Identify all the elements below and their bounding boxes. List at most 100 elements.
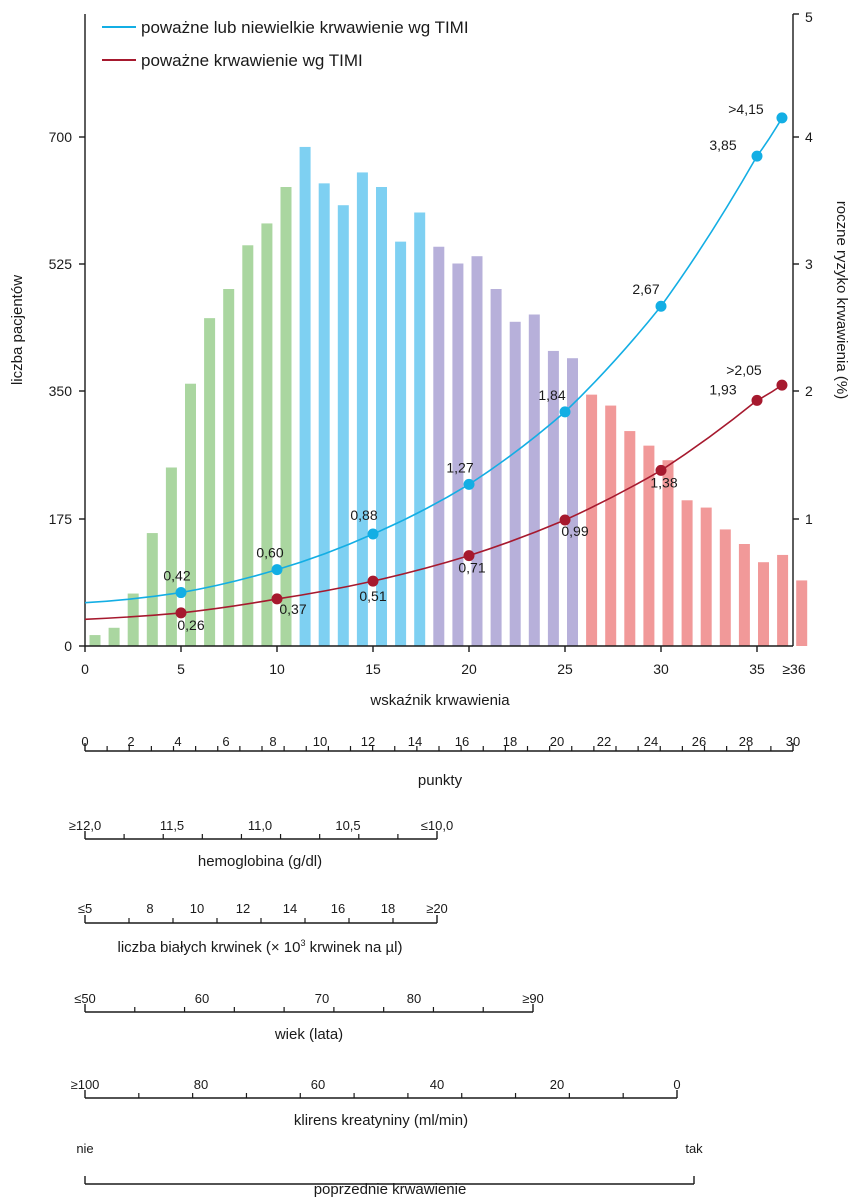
right-tick-label: 1 [805,511,813,527]
nomogram-scale-4: ≥100 80 60 40 20 0 klirens kreatyniny (ml/min) [71,1077,681,1129]
point-value-label: 3,85 [709,137,736,153]
risk-curves: 0,42 0,60 0,88 1,27 1,84 2,67 3,85 >4,15 0,26 0,3… [84,101,788,633]
histogram-bar [337,205,349,646]
scale-tick-label: ≤5 [78,901,92,916]
scale-tick-label: 16 [455,734,469,749]
histogram-bar [643,445,655,646]
scale-tick-label: 28 [739,734,753,749]
scale-tick-label: tak [685,1141,703,1156]
histogram-bar [204,318,216,646]
scale-tick-label: 10 [190,901,204,916]
scale-tick-label: ≤10,0 [421,818,453,833]
legend: poważne lub niewielkie krwawienie wg TIM… [102,18,469,70]
right-tick-label: 5 [805,9,813,25]
scale-tick-label: 18 [503,734,517,749]
histogram-bar [299,146,311,646]
scale-tick-label: 16 [331,901,345,916]
x-tick-label: 30 [653,661,669,677]
scale-tick-label: 60 [195,991,209,1006]
scale-tick-label: 18 [381,901,395,916]
scale-tick-label: 80 [194,1077,208,1092]
scale-title: punkty [418,772,463,789]
scale-tick-label: 20 [550,734,564,749]
histogram-bar [433,246,445,646]
legend-label-red: poważne krwawienie wg TIMI [141,51,363,70]
nomogram-scale-3: ≤50 60 70 80 ≥90 wiek (lata) [74,991,544,1043]
histogram-bar [700,507,712,646]
x-tick-label: 25 [557,661,573,677]
scale-tick-label: nie [76,1141,93,1156]
scale-tick-label: 70 [315,991,329,1006]
scale-title: hemoglobina (g/dl) [198,853,322,870]
curve-point [776,112,788,124]
curve-point [751,394,763,406]
scale-tick-label: 6 [222,734,229,749]
scale-title: wiek (lata) [274,1026,343,1043]
right-tick-label: 4 [805,129,813,145]
nomogram-scale-5: nie tak poprzednie krwawienie [76,1141,703,1197]
histogram-bar [89,635,101,646]
x-tick-label: 20 [461,661,477,677]
histogram-bar [777,554,789,646]
curve-point [559,514,571,526]
point-value-label: 1,84 [538,387,565,403]
left-tick-label: 0 [64,638,72,654]
scale-tick-label: 11,0 [248,818,272,833]
scale-title: liczba białych krwinek (× 103 krwinek na… [117,938,402,956]
x-tick-label: 10 [269,661,285,677]
scale-tick-label: 8 [146,901,153,916]
curve-point [175,587,187,599]
curve-point [751,150,763,162]
curve-point [655,300,667,312]
scale-title: klirens kreatyniny (ml/min) [294,1112,468,1129]
histogram-bar [471,256,483,646]
scale-tick-label: 80 [407,991,421,1006]
scale-tick-label: ≥20 [426,901,448,916]
histogram-bar [662,460,674,646]
histogram-bar [223,289,235,646]
scale-tick-label: 10 [313,734,327,749]
curve-point [367,528,379,540]
histogram-bar [146,533,158,646]
x-tick-label: 5 [177,661,185,677]
scale-tick-label: ≤50 [74,991,96,1006]
histogram-bar [624,431,636,646]
left-tick-label: 175 [49,511,73,527]
left-y-ticks: 0 175 350 525 700 [49,129,85,654]
scale-tick-label: 40 [430,1077,444,1092]
curve-point [655,464,667,476]
point-value-label: 0,71 [458,560,485,576]
scale-tick-label: 60 [311,1077,325,1092]
left-tick-label: 525 [49,256,73,272]
point-value-label: 0,60 [256,545,283,561]
histogram-bar [738,544,750,646]
x-tick-label: 0 [81,661,89,677]
curve-point [559,406,571,418]
scale-tick-label: 14 [283,901,297,916]
left-tick-label: 700 [49,129,73,145]
point-value-label: 1,38 [650,474,677,490]
right-y-ticks: 1 2 3 4 5 [793,9,813,527]
histogram-bar [528,314,540,646]
point-value-label: 0,88 [350,507,377,523]
histogram-bar [356,172,368,646]
scale-tick-label: 22 [597,734,611,749]
curve-point [463,478,475,490]
scale-tick-label: 4 [174,734,181,749]
scale-tick-label: 11,5 [160,818,184,833]
x-ticks: 0 5 10 15 20 25 30 35 ≥36 [81,646,806,677]
point-value-label: 0,42 [163,568,190,584]
histogram-bar [586,394,598,646]
histogram-bar [165,467,177,646]
scale-tick-label: 24 [644,734,658,749]
curve-point [367,575,379,587]
bleeding-score-chart: 0 175 350 525 700 1 2 3 4 5 [9,9,850,709]
histogram-bar [242,245,254,647]
bars-group [89,146,808,647]
histogram-bar [452,263,464,646]
point-value-label: 0,26 [177,617,204,633]
histogram-bar [280,187,292,646]
